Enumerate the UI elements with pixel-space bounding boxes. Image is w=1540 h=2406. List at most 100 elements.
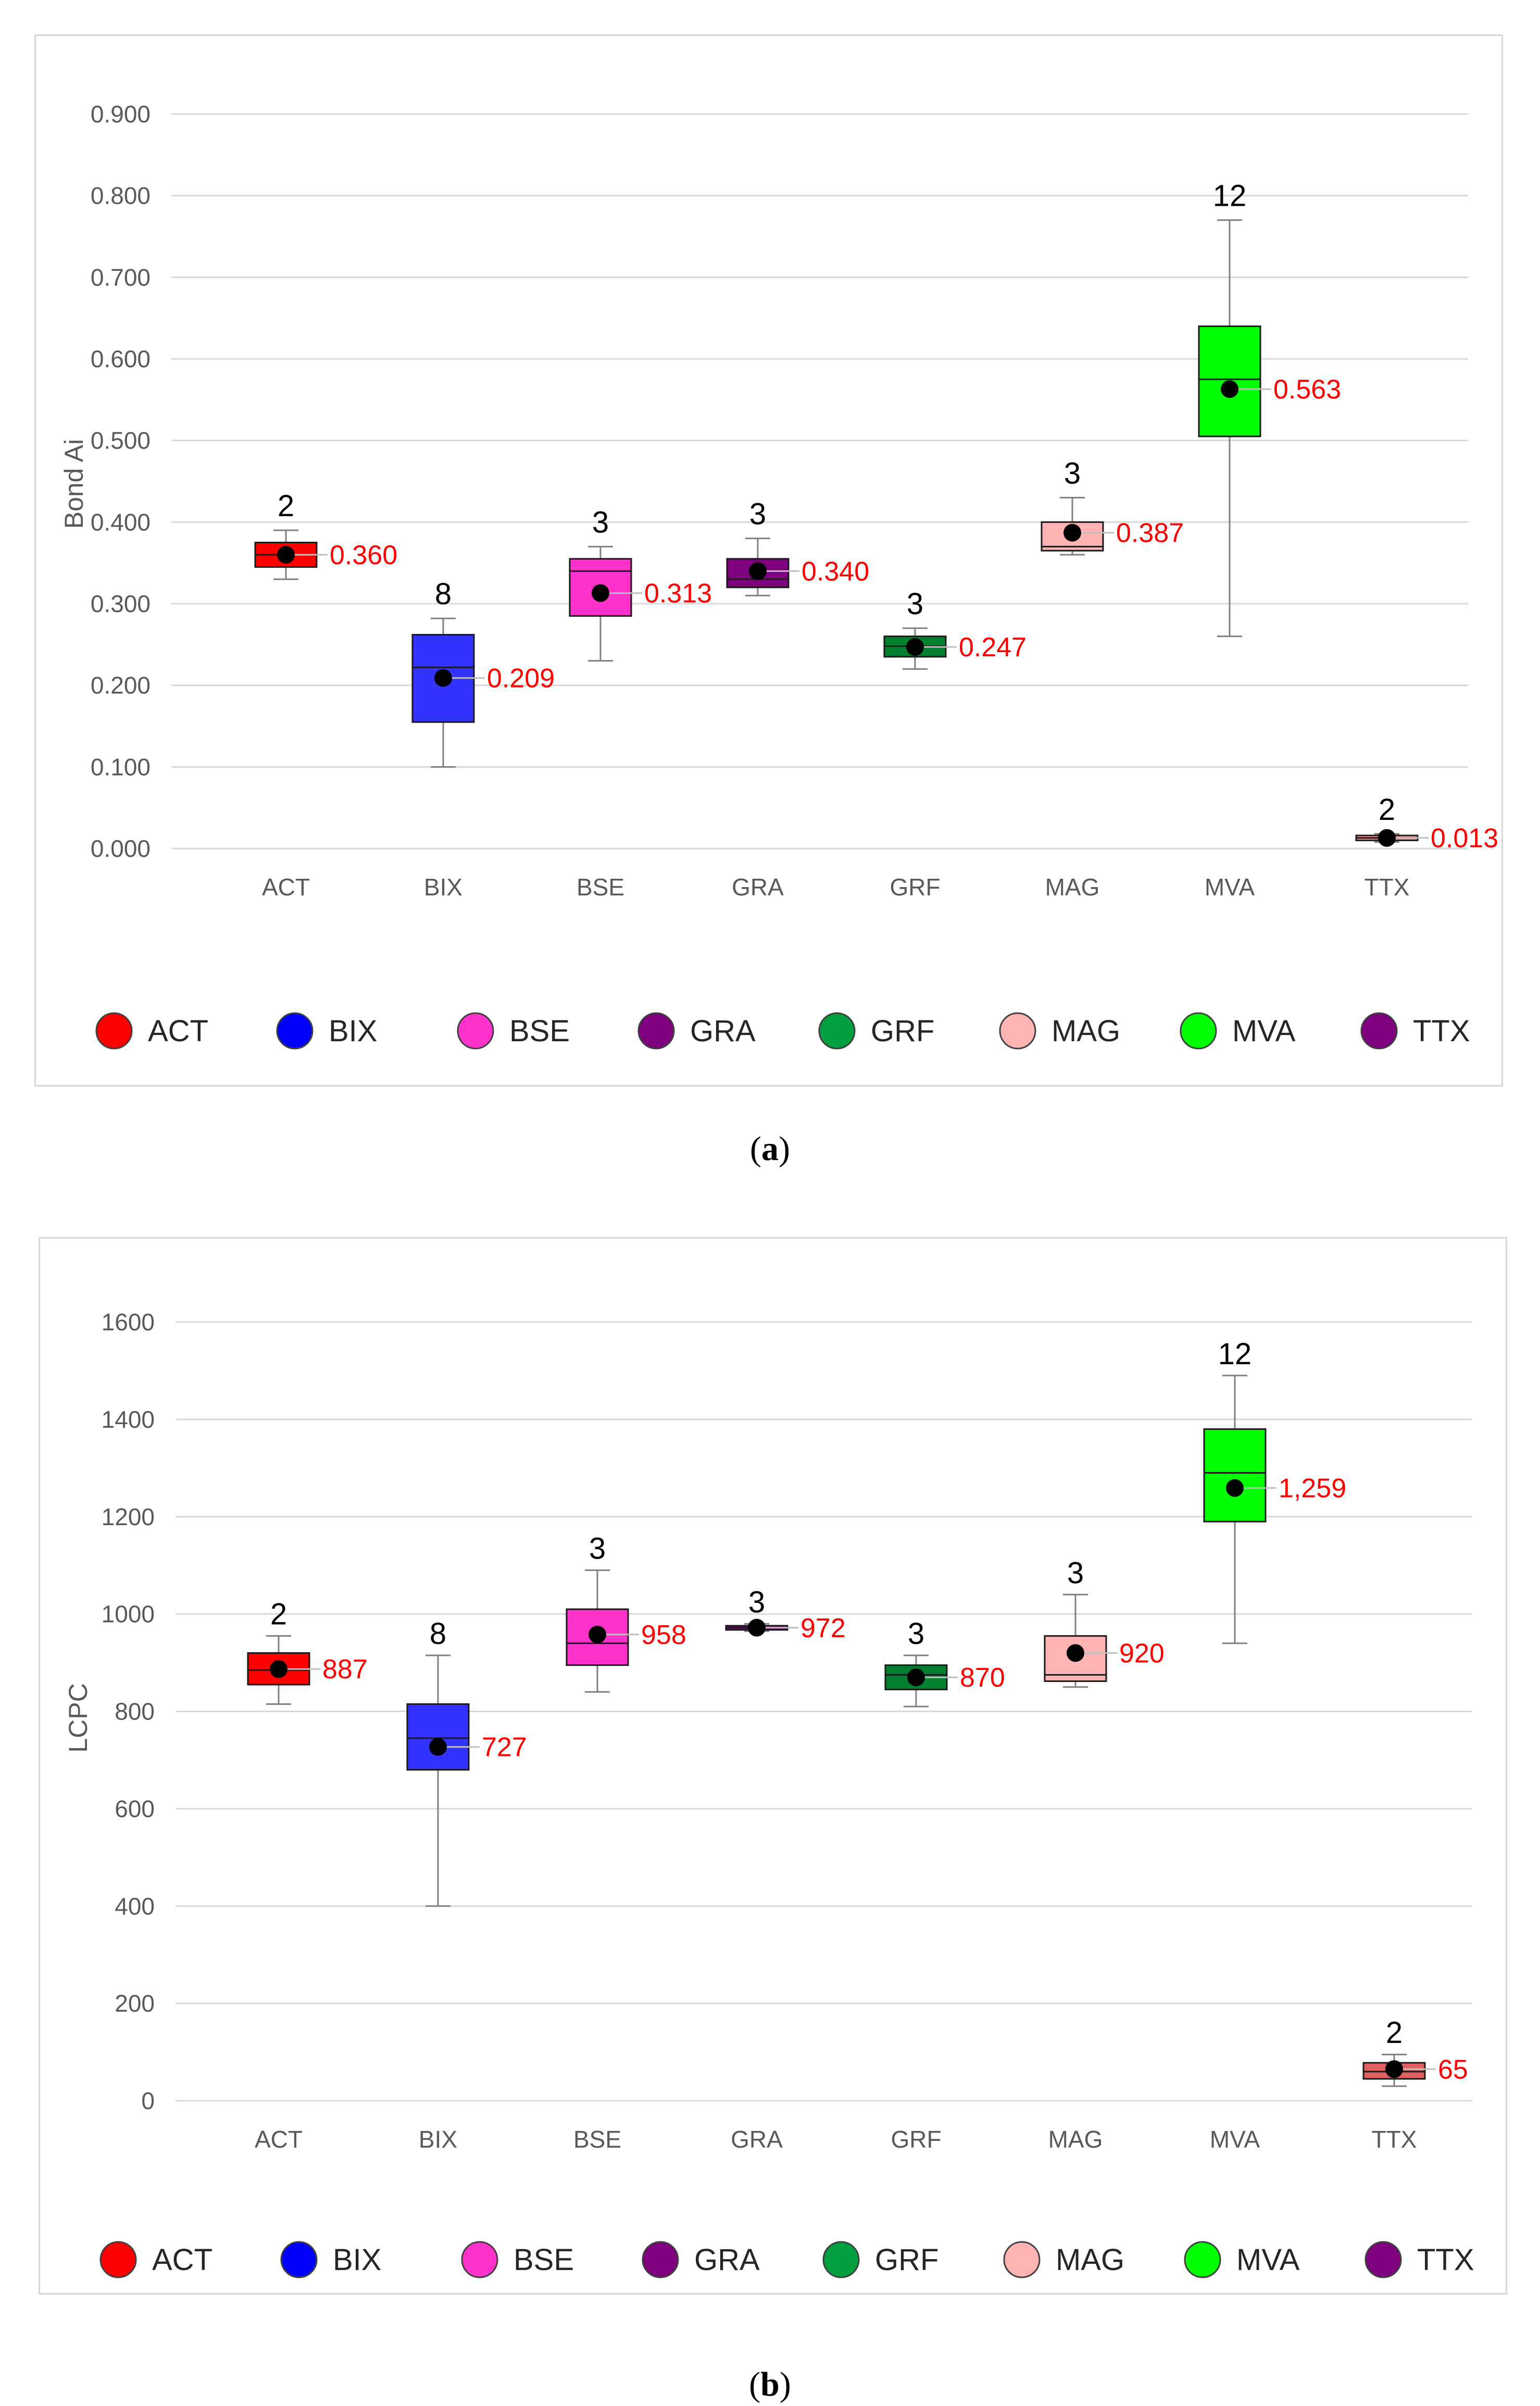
- mean-dot-mva: [1221, 380, 1238, 398]
- y-tick-label: 0.200: [91, 672, 151, 699]
- legend-label-gra: GRA: [690, 1014, 756, 1048]
- y-tick-label: 0.300: [91, 590, 151, 617]
- legend-marker-mva: [1184, 2241, 1221, 2278]
- mean-dot-act: [270, 1660, 287, 1678]
- y-axis-label: Bond Ai: [59, 439, 89, 529]
- legend-marker-act: [95, 1012, 133, 1050]
- count-label-mag: 3: [1067, 1556, 1084, 1590]
- x-tick-label-bix: BIX: [419, 2126, 457, 2153]
- x-tick-label-grf: GRF: [890, 874, 940, 901]
- mean-label-bse: 958: [641, 1620, 686, 1650]
- legend-marker-bix: [280, 2241, 318, 2278]
- mean-dot-grf: [906, 638, 924, 656]
- box-mva: [1203, 1428, 1267, 1523]
- legend-marker-act: [99, 2241, 137, 2278]
- legend-label-gra: GRA: [694, 2243, 760, 2277]
- y-tick-label: 0.900: [91, 101, 151, 128]
- y-tick-label: 0.400: [91, 508, 151, 535]
- x-tick-label-mag: MAG: [1045, 874, 1100, 901]
- count-label-mva: 12: [1218, 1337, 1252, 1371]
- mean-dot-bix: [429, 1738, 447, 1756]
- legend-label-act: ACT: [152, 2243, 212, 2277]
- legend-label-grf: GRF: [871, 1014, 934, 1048]
- y-tick-label: 200: [115, 1990, 155, 2017]
- chart-panel-a: 0.000 0.100 0.200 0.300 0.400 0.500 0.600 0.700…: [34, 34, 1503, 1087]
- mean-dot-bix: [434, 669, 452, 687]
- mean-dot-act: [277, 546, 295, 564]
- chart-a-svg: 0.000 0.100 0.200 0.300 0.400 0.500 0.600 0.700…: [59, 101, 1498, 1050]
- y-tick-label: 0.800: [91, 182, 151, 209]
- legend-label-mag: MAG: [1056, 2243, 1124, 2277]
- legend-marker-ttx: [1364, 2241, 1402, 2278]
- count-label-bix: 8: [430, 1617, 446, 1651]
- y-tick-label: 0.600: [91, 345, 151, 372]
- count-label-ttx: 2: [1379, 793, 1395, 827]
- caption-b-letter: b: [760, 2365, 780, 2403]
- mean-label-act: 0.360: [330, 540, 397, 570]
- legend-label-mva: MVA: [1236, 2243, 1300, 2277]
- caption-a-letter: a: [761, 1130, 779, 1168]
- legend-marker-mag: [999, 1012, 1036, 1050]
- count-label-ttx: 2: [1386, 2016, 1403, 2050]
- legend-marker-mag: [1003, 2241, 1041, 2278]
- x-tick-label-grf: GRF: [891, 2126, 941, 2153]
- mean-label-ttx: 65: [1438, 2054, 1468, 2085]
- mean-label-mva: 0.563: [1273, 375, 1341, 405]
- x-tick-label-bse: BSE: [577, 874, 624, 901]
- count-label-mva: 12: [1213, 179, 1247, 213]
- mean-label-mva: 1,259: [1279, 1474, 1346, 1504]
- mean-label-gra: 972: [800, 1613, 846, 1643]
- legend-marker-grf: [822, 2241, 860, 2278]
- mean-label-bse: 0.313: [644, 579, 712, 609]
- y-tick-label: 1000: [102, 1601, 155, 1628]
- x-tick-label-act: ACT: [262, 874, 310, 901]
- y-tick-label: 0.100: [91, 753, 151, 780]
- count-label-mag: 3: [1064, 456, 1081, 490]
- y-tick-label: 0.000: [91, 835, 151, 862]
- legend-label-grf: GRF: [875, 2243, 938, 2277]
- count-label-act: 2: [270, 1598, 287, 1631]
- y-tick-label: 0.700: [91, 264, 151, 291]
- count-label-gra: 3: [748, 1585, 765, 1619]
- mean-label-bix: 0.209: [487, 664, 555, 694]
- mean-label-gra: 0.340: [802, 556, 869, 587]
- mean-label-mag: 920: [1119, 1638, 1165, 1668]
- legend-marker-bix: [276, 1012, 314, 1050]
- chart-b-svg: 0 200 400 600 800 1000 1200 1400 1600 LCPC ACT 887 2…: [64, 1308, 1474, 2278]
- count-label-gra: 3: [749, 497, 766, 531]
- x-tick-label-gra: GRA: [731, 2126, 783, 2153]
- legend-label-bix: BIX: [333, 2243, 382, 2277]
- mean-label-mag: 0.387: [1116, 518, 1184, 548]
- caption-b: (b): [749, 2365, 791, 2403]
- legend-label-act: ACT: [148, 1014, 208, 1048]
- box-bix: [406, 1703, 470, 1771]
- y-tick-label: 600: [115, 1795, 155, 1822]
- y-tick-label: 1600: [102, 1308, 155, 1336]
- x-tick-label-act: ACT: [255, 2126, 303, 2153]
- mean-label-grf: 0.247: [959, 632, 1026, 663]
- count-label-act: 2: [278, 489, 294, 523]
- x-tick-label-mva: MVA: [1210, 2126, 1260, 2153]
- mean-dot-mva: [1226, 1479, 1244, 1497]
- legend-marker-bse: [457, 1012, 494, 1050]
- mean-dot-ttx: [1378, 829, 1396, 847]
- legend-marker-ttx: [1360, 1012, 1398, 1050]
- legend-marker-gra: [642, 2241, 679, 2278]
- count-label-grf: 3: [908, 1617, 924, 1651]
- legend-label-ttx: TTX: [1417, 2243, 1474, 2277]
- mean-dot-gra: [749, 562, 767, 580]
- y-tick-label: 400: [115, 1892, 155, 1919]
- legend-marker-bse: [461, 2241, 498, 2278]
- mean-label-ttx: 0.013: [1431, 824, 1498, 854]
- mean-dot-mag: [1067, 1644, 1084, 1662]
- x-tick-label-mag: MAG: [1048, 2126, 1103, 2153]
- legend-label-mag: MAG: [1051, 1014, 1120, 1048]
- legend-label-bse: BSE: [509, 1014, 570, 1048]
- y-tick-label: 0.500: [91, 427, 151, 454]
- x-tick-label-mva: MVA: [1205, 874, 1255, 901]
- y-tick-label: 0: [141, 2087, 155, 2114]
- y-tick-label: 1400: [102, 1406, 155, 1433]
- mean-dot-grf: [907, 1668, 925, 1687]
- box-bse: [566, 1608, 629, 1666]
- legend-label-bix: BIX: [329, 1014, 378, 1048]
